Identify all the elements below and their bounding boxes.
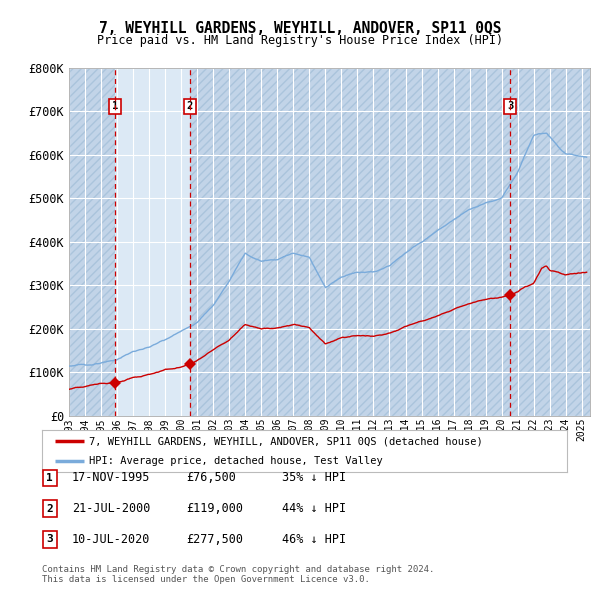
Text: HPI: Average price, detached house, Test Valley: HPI: Average price, detached house, Test… (89, 457, 383, 466)
Text: 2: 2 (46, 504, 53, 513)
Text: Contains HM Land Registry data © Crown copyright and database right 2024.
This d: Contains HM Land Registry data © Crown c… (42, 565, 434, 584)
Text: 3: 3 (507, 101, 513, 111)
Text: 2: 2 (187, 101, 193, 111)
Text: 46% ↓ HPI: 46% ↓ HPI (282, 533, 346, 546)
Bar (190, 68, 510, 416)
Text: £76,500: £76,500 (186, 471, 236, 484)
Text: £277,500: £277,500 (186, 533, 243, 546)
Text: 1: 1 (46, 473, 53, 483)
Text: £119,000: £119,000 (186, 502, 243, 515)
Text: 44% ↓ HPI: 44% ↓ HPI (282, 502, 346, 515)
Text: 3: 3 (46, 535, 53, 544)
Bar (510, 68, 590, 416)
Text: 1: 1 (112, 101, 118, 111)
Text: 17-NOV-1995: 17-NOV-1995 (72, 471, 151, 484)
Text: 7, WEYHILL GARDENS, WEYHILL, ANDOVER, SP11 0QS: 7, WEYHILL GARDENS, WEYHILL, ANDOVER, SP… (99, 21, 501, 35)
Text: 21-JUL-2000: 21-JUL-2000 (72, 502, 151, 515)
Text: 7, WEYHILL GARDENS, WEYHILL, ANDOVER, SP11 0QS (detached house): 7, WEYHILL GARDENS, WEYHILL, ANDOVER, SP… (89, 437, 483, 447)
Bar (69, 68, 115, 416)
Text: Price paid vs. HM Land Registry's House Price Index (HPI): Price paid vs. HM Land Registry's House … (97, 34, 503, 47)
Text: 35% ↓ HPI: 35% ↓ HPI (282, 471, 346, 484)
Bar (69, 68, 115, 416)
Bar (510, 68, 590, 416)
Text: 10-JUL-2020: 10-JUL-2020 (72, 533, 151, 546)
Bar (190, 68, 510, 416)
